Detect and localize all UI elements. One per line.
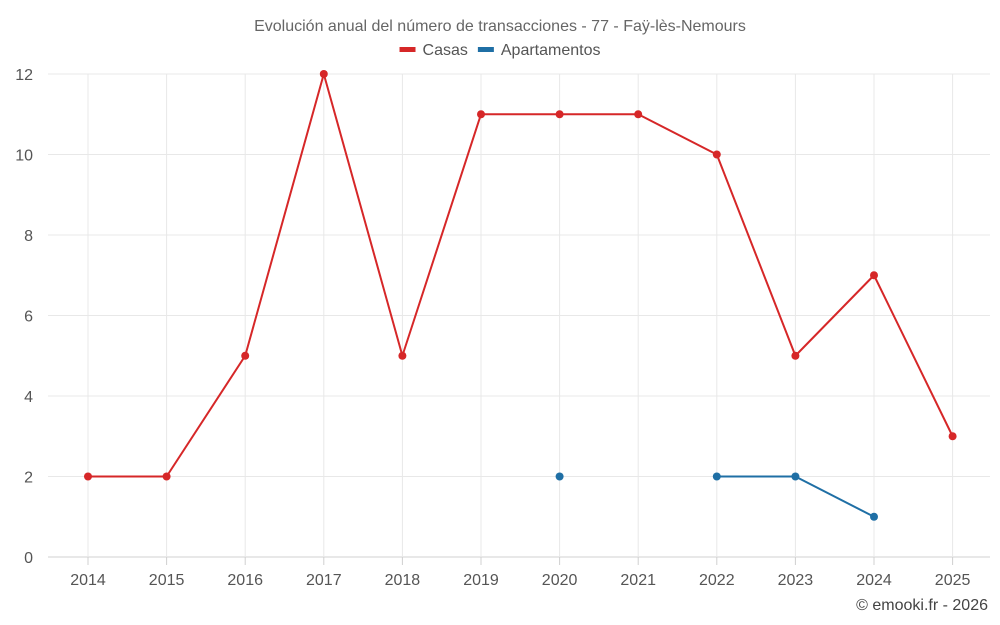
series-line-segment bbox=[715, 153, 797, 357]
credit-text: © emooki.fr - 2026 bbox=[856, 597, 988, 614]
x-tick-label: 2021 bbox=[620, 572, 656, 589]
x-tick-label: 2017 bbox=[306, 572, 342, 589]
legend-item-casas[interactable]: Casas bbox=[399, 42, 468, 59]
y-tick-label: 2 bbox=[24, 470, 33, 487]
x-tick-label: 2019 bbox=[463, 572, 499, 589]
data-point[interactable] bbox=[870, 271, 878, 280]
data-point[interactable] bbox=[791, 351, 800, 360]
legend-swatch bbox=[399, 47, 416, 52]
data-point[interactable] bbox=[241, 351, 250, 360]
chart-title: Evolución anual del número de transaccio… bbox=[254, 18, 746, 35]
x-axis: 2014 2015 2016 2017 2018 2019 2020 2021 2022 2023… bbox=[70, 557, 970, 589]
x-tick-label: 2020 bbox=[542, 572, 578, 589]
legend-label: Casas bbox=[423, 42, 468, 59]
y-tick-label: 0 bbox=[24, 550, 33, 567]
legend-label: Apartamentos bbox=[501, 42, 601, 59]
data-point[interactable] bbox=[870, 512, 878, 521]
data-point[interactable] bbox=[84, 472, 92, 481]
data-point[interactable] bbox=[948, 432, 957, 441]
y-tick-label: 10 bbox=[15, 148, 33, 165]
series-line-segment bbox=[165, 354, 247, 478]
data-point[interactable] bbox=[712, 472, 721, 481]
y-tick-label: 4 bbox=[24, 389, 33, 406]
series-layer bbox=[84, 70, 957, 521]
series-line-segment bbox=[637, 113, 718, 156]
series-line-segment bbox=[873, 274, 954, 438]
data-point[interactable] bbox=[555, 110, 564, 119]
x-tick-label: 2025 bbox=[935, 572, 971, 589]
x-tick-label: 2024 bbox=[856, 572, 892, 589]
grid bbox=[48, 73, 990, 558]
legend-swatch bbox=[477, 47, 494, 52]
y-axis: 0 2 4 6 8 10 12 bbox=[15, 67, 33, 567]
data-point[interactable] bbox=[162, 472, 171, 481]
series-apartamentos bbox=[555, 472, 878, 521]
y-tick-label: 8 bbox=[24, 228, 33, 245]
data-point[interactable] bbox=[398, 351, 407, 360]
series-line-segment bbox=[794, 274, 875, 357]
x-tick-label: 2023 bbox=[778, 572, 814, 589]
series-line-segment bbox=[401, 113, 482, 357]
x-tick-label: 2016 bbox=[227, 572, 263, 589]
legend-item-apartamentos[interactable]: Apartamentos bbox=[477, 42, 601, 59]
x-tick-label: 2018 bbox=[385, 572, 421, 589]
data-point[interactable] bbox=[477, 110, 485, 119]
x-tick-label: 2014 bbox=[70, 572, 106, 589]
data-point[interactable] bbox=[712, 150, 721, 159]
series-line-segment bbox=[794, 475, 875, 518]
legend: Casas Apartamentos bbox=[399, 42, 601, 59]
y-tick-label: 6 bbox=[24, 309, 33, 326]
series-casas bbox=[84, 70, 957, 481]
series-line-segment bbox=[244, 73, 325, 357]
x-tick-label: 2022 bbox=[699, 572, 735, 589]
y-tick-label: 12 bbox=[15, 67, 33, 84]
data-point[interactable] bbox=[319, 70, 328, 78]
data-point[interactable] bbox=[634, 110, 643, 119]
x-tick-label: 2015 bbox=[149, 572, 185, 589]
data-point[interactable] bbox=[555, 472, 564, 481]
data-point[interactable] bbox=[791, 472, 800, 481]
series-line-segment bbox=[322, 73, 404, 357]
